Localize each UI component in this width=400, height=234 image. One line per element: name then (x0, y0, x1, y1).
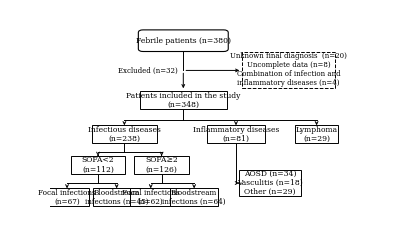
Text: Focal infections
(n=67): Focal infections (n=67) (38, 189, 96, 206)
Text: Focal infections
(n=62): Focal infections (n=62) (122, 189, 180, 206)
FancyBboxPatch shape (138, 30, 228, 51)
Text: SOFA<2
(n=112): SOFA<2 (n=112) (82, 156, 114, 174)
Bar (140, 91, 227, 109)
Text: Infectious diseases
(n=238): Infectious diseases (n=238) (88, 126, 161, 143)
Bar (134, 156, 189, 174)
Bar (206, 125, 266, 143)
Text: Bloodstream
infections (n=64): Bloodstream infections (n=64) (162, 189, 226, 206)
Bar (170, 188, 218, 206)
Text: Febrile patients (n=380): Febrile patients (n=380) (136, 37, 231, 45)
Bar (242, 51, 335, 88)
Text: Bloodstream
infections (n=45): Bloodstream infections (n=45) (85, 189, 148, 206)
Bar (130, 188, 172, 206)
Bar (93, 188, 141, 206)
Bar (295, 125, 338, 143)
Text: AOSD (n=34)
Vasculitis (n=18)
Other (n=29): AOSD (n=34) Vasculitis (n=18) Other (n=2… (237, 170, 303, 196)
Text: Patients included in the study
(n=348): Patients included in the study (n=348) (126, 91, 240, 109)
Text: Unknown final diagnosis  (n=20)
Uncomplete data (n=8)
Combination of infection a: Unknown final diagnosis (n=20) Uncomplet… (230, 52, 347, 87)
Text: Inflammatory diseases
(n=81): Inflammatory diseases (n=81) (193, 126, 279, 143)
Text: Excluded (n=32): Excluded (n=32) (118, 66, 178, 74)
Bar (45, 188, 89, 206)
Bar (71, 156, 125, 174)
Bar (92, 125, 157, 143)
Text: SOFA≥2
(n=126): SOFA≥2 (n=126) (145, 156, 178, 174)
Text: Lymphoma
(n=29): Lymphoma (n=29) (296, 126, 338, 143)
Bar (239, 170, 301, 196)
